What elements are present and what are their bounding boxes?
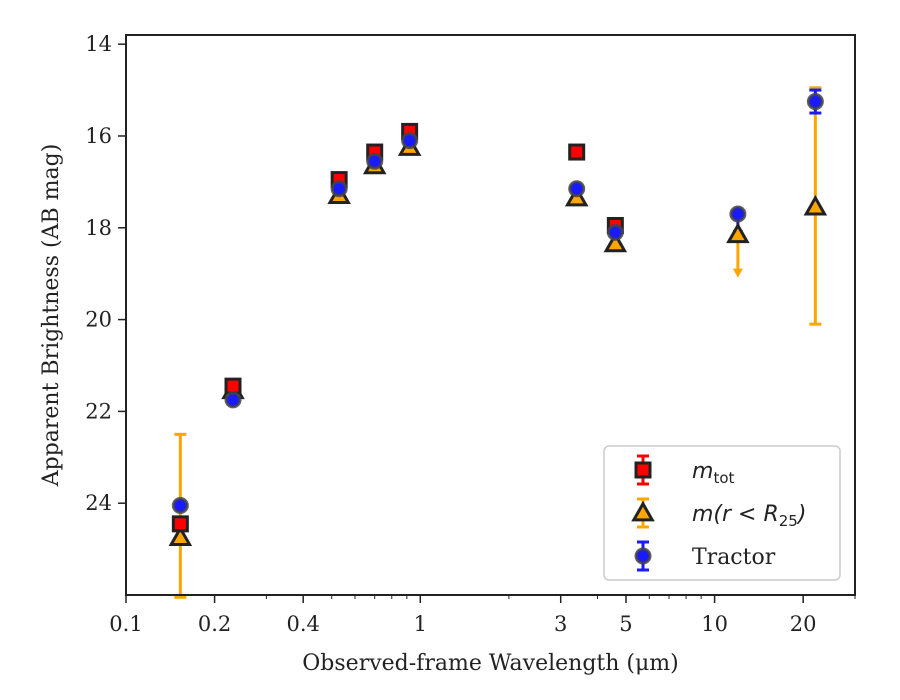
y-tick-label: 22 — [85, 399, 112, 423]
x-tick-label: 1 — [414, 612, 427, 636]
data-point-circle — [806, 93, 824, 111]
y-axis-title: Apparent Brightness (AB mag) — [39, 144, 64, 488]
data-point-circle — [568, 180, 586, 198]
x-tick-label: 3 — [554, 612, 567, 636]
legend-label: Tractor — [692, 545, 776, 570]
data-point-square — [568, 143, 586, 161]
legend-marker-square — [634, 461, 652, 479]
data-point-square — [224, 377, 242, 395]
data-point-circle — [729, 205, 747, 223]
data-point-triangle — [726, 222, 750, 244]
legend-label: mtot — [692, 459, 734, 487]
legend-entry: mtot — [634, 454, 734, 487]
data-point-circle — [224, 391, 242, 409]
plot-frame — [125, 34, 856, 596]
data-point-triangle — [803, 194, 828, 216]
data-point-circle — [401, 132, 419, 150]
data-point-circle — [330, 180, 348, 198]
x-axis-title: Observed-frame Wavelength (μm) — [302, 651, 678, 676]
legend-marker-triangle — [631, 500, 655, 522]
data-marks — [168, 86, 828, 599]
legend-marker-circle — [634, 547, 652, 565]
x-axis-ticks: 0.1 0.2 0.4 1 3 5 10 20 — [109, 595, 856, 636]
y-tick-label: 16 — [85, 124, 112, 148]
x-tick-label: 20 — [790, 612, 817, 636]
x-tick-label: 0.4 — [286, 612, 319, 636]
y-axis-ticks: 14 16 18 20 22 24 — [85, 32, 126, 515]
x-tick-label: 10 — [701, 612, 728, 636]
legend: mtot m(r < R25) Tractor — [603, 445, 841, 581]
y-tick-label: 20 — [85, 308, 112, 332]
legend-entry: m(r < R25) — [631, 497, 806, 530]
legend-entry: Tractor — [634, 540, 776, 572]
x-tick-label: 0.1 — [109, 612, 142, 636]
data-point-triangle — [168, 525, 193, 547]
y-tick-label: 24 — [85, 491, 112, 515]
x-tick-label: 5 — [619, 612, 632, 636]
legend-label: m(r < R25) — [692, 502, 806, 530]
y-tick-label: 14 — [85, 32, 112, 56]
x-tick-label: 0.2 — [198, 612, 231, 636]
legend-box — [603, 445, 841, 581]
upper-limit-arrow-head — [732, 268, 743, 278]
y-tick-label: 18 — [85, 216, 112, 240]
data-point-circle — [606, 223, 624, 241]
data-point-circle — [171, 496, 189, 514]
data-point-square — [171, 515, 189, 533]
data-point-circle — [366, 152, 384, 170]
series-circle — [171, 93, 824, 514]
data-point-triangle — [603, 231, 628, 253]
